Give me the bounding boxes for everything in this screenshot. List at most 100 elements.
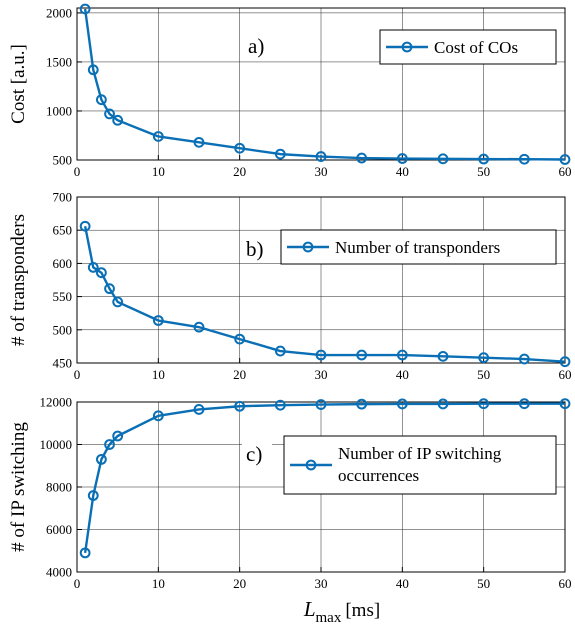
y-tick-label-c-10000: 10000: [40, 437, 73, 452]
data-point-a-25: [274, 148, 286, 160]
data-point-a-2: [87, 64, 99, 76]
legend-marker-a: [401, 41, 413, 53]
data-point-c-35: [356, 398, 368, 410]
y-axis-label-c: # of IP switching: [8, 422, 29, 552]
x-axis-label: Lmax [ms]: [303, 597, 380, 626]
x-tick-label-a-40: 40: [396, 164, 409, 179]
y-tick-label-c-6000: 6000: [46, 522, 72, 537]
data-point-a-1: [79, 3, 91, 15]
series-line-b-0: [83, 225, 566, 363]
legend-marker-c: [305, 459, 317, 471]
panel-b-transponders: 0 10 20 30 40 50 60 450 500 550 600 650 700 # of tran…: [8, 190, 572, 383]
x-tick-label-a-30: 30: [315, 164, 328, 179]
data-point-b-45: [437, 350, 449, 362]
panel-label-a: a): [248, 34, 264, 58]
data-point-c-4: [104, 439, 115, 450]
legend-marker-b: [302, 241, 314, 253]
data-point-b-40: [396, 349, 408, 361]
data-point-b-1: [79, 220, 91, 232]
data-point-c-5: [112, 430, 124, 442]
data-point-a-30: [315, 151, 327, 162]
x-tick-label-c-40: 40: [396, 576, 409, 591]
panel-a-cost: 0 10 20 30 40 50 60 500 1000 1500 2000 Cost [a.u.] C…: [8, 3, 572, 179]
data-point-c-60: [559, 398, 571, 410]
series-line-a-0: [83, 8, 566, 161]
panel-label-b: b): [246, 237, 264, 261]
data-point-a-15: [193, 136, 205, 148]
data-point-b-25: [274, 345, 286, 357]
legend-label-a: Cost of COs: [434, 38, 518, 57]
x-axis-label-unit: [ms]: [345, 600, 380, 621]
y-tick-label-a-500: 500: [53, 153, 73, 168]
x-tick-label-c-50: 50: [477, 576, 490, 591]
data-point-c-20: [234, 400, 246, 412]
y-axis-label-b: # of transponders: [8, 214, 29, 346]
panel-c-ip-switching: 0 10 20 30 40 50 60 4000 6000 8000 10000 12000 # of …: [8, 395, 572, 592]
x-tick-label-a-60: 60: [559, 164, 572, 179]
data-point-b-20: [234, 333, 246, 345]
y-tick-label-b-650: 650: [53, 223, 73, 238]
data-point-a-20: [234, 142, 246, 154]
x-tick-label-b-10: 10: [152, 367, 165, 382]
legend-label-b: Number of transponders: [335, 238, 500, 257]
x-tick-label-b-30: 30: [315, 367, 328, 382]
panel-label-bg-b: [242, 237, 272, 263]
x-tick-label-c-60: 60: [559, 576, 572, 591]
x-axis-label-subscript: max: [316, 610, 342, 626]
y-tick-label-b-600: 600: [53, 256, 73, 271]
y-tick-label-c-12000: 12000: [40, 395, 73, 410]
x-tick-label-c-0: 0: [74, 576, 81, 591]
x-tick-label-c-30: 30: [315, 576, 328, 591]
data-point-b-3: [96, 267, 107, 279]
data-point-b-30: [315, 349, 327, 361]
data-point-a-5: [112, 114, 124, 126]
data-point-b-15: [193, 321, 205, 333]
data-point-b-50: [478, 352, 490, 364]
panel-label-bg-c: [242, 442, 272, 468]
x-axis-label-main: L: [303, 597, 316, 621]
data-point-b-60: [559, 356, 571, 368]
legend-label-c-line-2: occurrences: [338, 466, 419, 485]
x-tick-label-b-20: 20: [233, 367, 246, 382]
panel-label-c: c): [246, 442, 262, 466]
data-point-c-1: [79, 547, 91, 559]
y-axis-label-a: Cost [a.u.]: [8, 44, 29, 124]
panel-label-bg-a: [244, 34, 274, 60]
data-point-a-40: [396, 153, 408, 164]
data-point-a-10: [152, 131, 164, 142]
data-point-a-35: [356, 152, 368, 164]
axes-box-b: [76, 196, 566, 364]
data-point-a-45: [437, 153, 449, 165]
legend-label-c-line-1: Number of IP switching: [338, 444, 502, 463]
data-point-a-4: [104, 108, 115, 120]
y-tick-label-c-8000: 8000: [46, 480, 72, 495]
y-tick-label-b-450: 450: [53, 356, 73, 371]
x-tick-label-a-10: 10: [152, 164, 165, 179]
data-point-a-3: [96, 94, 107, 106]
data-point-c-45: [437, 398, 449, 410]
x-tick-label-a-20: 20: [233, 164, 246, 179]
data-point-b-35: [356, 349, 368, 361]
data-point-b-10: [152, 315, 164, 326]
y-tick-label-b-500: 500: [53, 322, 73, 337]
data-point-b-5: [112, 296, 124, 308]
y-tick-label-b-550: 550: [53, 289, 73, 304]
x-tick-label-b-40: 40: [396, 367, 409, 382]
y-tick-label-a-1000: 1000: [46, 103, 72, 118]
data-point-c-40: [396, 398, 408, 410]
data-point-a-50: [478, 153, 490, 165]
data-point-b-2: [87, 261, 99, 273]
x-tick-label-a-0: 0: [74, 164, 81, 179]
series-line-c-0: [83, 402, 565, 554]
y-tick-label-a-1500: 1500: [46, 54, 72, 69]
data-point-c-2: [87, 490, 99, 501]
x-tick-label-b-50: 50: [477, 367, 490, 382]
data-point-c-50: [478, 398, 490, 410]
axes-box-c: [76, 401, 566, 573]
y-tick-label-c-4000: 4000: [46, 565, 72, 580]
data-point-c-15: [193, 404, 205, 415]
data-point-a-55: [518, 153, 530, 165]
x-tick-label-c-20: 20: [233, 576, 246, 591]
x-tick-label-a-50: 50: [477, 164, 490, 179]
